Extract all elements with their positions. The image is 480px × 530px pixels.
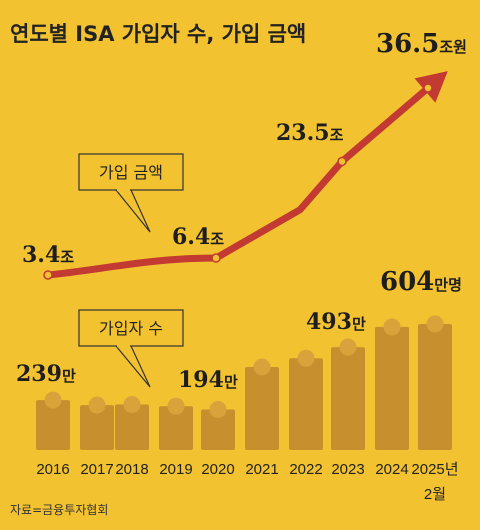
bar-cap-2024 bbox=[383, 318, 401, 336]
x-tick-2025년: 2025년 bbox=[411, 461, 458, 478]
bar-2018 bbox=[115, 404, 149, 450]
bar-2020 bbox=[201, 409, 235, 450]
bar-cap-2021 bbox=[253, 358, 271, 376]
x-tick-2021: 2021 bbox=[245, 461, 278, 478]
x-tick-2024: 2024 bbox=[375, 461, 408, 478]
bar-2017 bbox=[80, 405, 114, 450]
x-tick-2016: 2016 bbox=[36, 461, 69, 478]
subscriber-label-604: 604만명 bbox=[380, 267, 462, 297]
bar-2023 bbox=[331, 347, 365, 450]
amount-point-2016 bbox=[43, 270, 53, 280]
bar-cap-2018 bbox=[123, 396, 141, 414]
bar-2024 bbox=[375, 326, 409, 450]
bar-2019 bbox=[159, 406, 193, 450]
callout-amount: 가입 금액 bbox=[78, 153, 184, 233]
bar-cap-2020 bbox=[209, 401, 227, 419]
chart-title: 연도별 ISA 가입자 수, 가입 금액 bbox=[10, 22, 306, 46]
amount-point-2023 bbox=[337, 156, 347, 167]
bar-2025년-2월 bbox=[418, 324, 452, 450]
x-axis-ticks: 2016 2017 2018 2019 2020 2021 2022 2023 2024 2025… bbox=[36, 461, 458, 503]
bar-2021 bbox=[245, 366, 279, 450]
x-tick-2023: 2023 bbox=[331, 461, 364, 478]
bar-series bbox=[36, 315, 452, 450]
bar-2016 bbox=[36, 400, 70, 450]
x-tick-2022: 2022 bbox=[289, 461, 322, 478]
data-labels: 3.4조 6.4조 23.5조 36.5조원 239만 194만 493만 604만명 bbox=[16, 29, 467, 393]
amount-label-3.4: 3.4조 bbox=[22, 242, 74, 268]
line-series bbox=[43, 71, 448, 280]
callout-subscribers: 가입자 수 bbox=[78, 309, 184, 388]
x-tick-2018: 2018 bbox=[115, 461, 148, 478]
callout-amount-pointer bbox=[115, 189, 151, 233]
bar-2022 bbox=[289, 358, 323, 450]
x-tick-2020: 2020 bbox=[201, 461, 234, 478]
amount-point-2025년-2월 bbox=[423, 83, 433, 93]
amount-label-36.5: 36.5조원 bbox=[376, 29, 467, 59]
x-tick-2월: 2월 bbox=[424, 486, 446, 503]
bar-cap-2017 bbox=[88, 396, 106, 414]
x-tick-2019: 2019 bbox=[159, 461, 192, 478]
amount-point-2020 bbox=[211, 253, 221, 263]
amount-label-23.5: 23.5조 bbox=[276, 120, 344, 146]
subscriber-label-194: 194만 bbox=[178, 367, 238, 393]
callout-subscribers-pointer bbox=[115, 345, 151, 388]
subscriber-label-493: 493만 bbox=[306, 309, 366, 335]
bar-cap-2016 bbox=[44, 391, 62, 409]
callout-subscribers-box bbox=[78, 309, 184, 347]
bar-cap-2023 bbox=[339, 338, 357, 356]
bar-cap-2022 bbox=[297, 349, 315, 367]
x-tick-2017: 2017 bbox=[80, 461, 113, 478]
subscriber-label-239: 239만 bbox=[16, 361, 76, 387]
bar-cap-2025년-2월 bbox=[426, 315, 444, 333]
callout-amount-label: 가입 금액 bbox=[99, 163, 163, 182]
source-note: 자료=금융투자협회 bbox=[10, 503, 108, 517]
amount-label-6.4: 6.4조 bbox=[172, 224, 224, 250]
callout-subscribers-label: 가입자 수 bbox=[99, 319, 163, 338]
callout-amount-box bbox=[78, 153, 184, 191]
bar-cap-2019 bbox=[167, 397, 185, 415]
